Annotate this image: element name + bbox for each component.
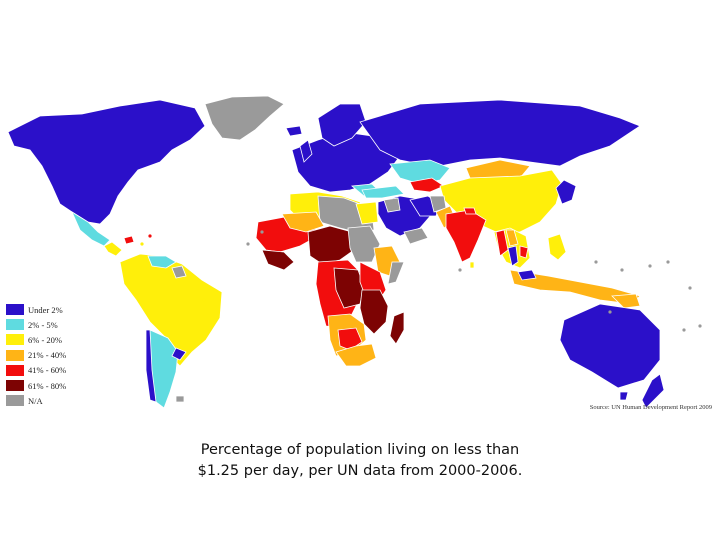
region-mali-niger — [281, 211, 325, 233]
legend-label: 61% - 80% — [28, 380, 67, 391]
region-drc — [333, 267, 365, 309]
map-legend: Under 2% 2% - 5% 6% - 20% 21% - 40% 41% - 60… — [6, 302, 106, 408]
region-philippines — [547, 233, 567, 261]
island-marker — [608, 310, 612, 314]
legend-item: N/A — [6, 393, 106, 408]
legend-swatch — [6, 364, 24, 376]
island-marker — [148, 234, 152, 238]
region-west-coast — [261, 249, 295, 271]
legend-swatch — [6, 319, 24, 331]
legend-swatch — [6, 349, 24, 361]
region-guiana-na — [171, 265, 187, 279]
region-myanmar — [495, 229, 509, 257]
region-uk — [299, 139, 313, 163]
legend-label: 21% - 40% — [28, 350, 67, 361]
region-iceland — [285, 125, 303, 137]
island-marker — [246, 242, 250, 246]
region-nigeria-chad — [307, 225, 355, 265]
region-india — [445, 209, 487, 263]
legend-label: 2% - 5% — [28, 319, 58, 330]
region-new-zealand — [641, 373, 665, 409]
region-laos — [505, 229, 519, 247]
region-mexico — [71, 210, 111, 247]
region-somalia — [387, 261, 405, 285]
region-australia — [559, 303, 661, 389]
legend-label: 6% - 20% — [28, 334, 62, 345]
region-russia-north — [359, 99, 641, 167]
island-marker — [594, 260, 598, 264]
region-png — [611, 293, 641, 309]
island-marker — [202, 298, 206, 302]
region-kazakhstan — [389, 159, 451, 185]
region-srilanka — [469, 261, 475, 269]
legend-item: 61% - 80% — [6, 378, 106, 393]
region-south-africa — [335, 343, 377, 367]
region-madagascar — [389, 311, 405, 345]
island-marker — [458, 268, 462, 272]
region-venezuela-area — [147, 255, 177, 269]
legend-label: N/A — [28, 395, 43, 406]
map-caption: Percentage of population living on less … — [0, 440, 720, 482]
island-marker — [620, 268, 624, 272]
region-caribbean — [123, 235, 135, 245]
island-marker — [140, 242, 144, 246]
legend-swatch — [6, 334, 24, 346]
region-uruguay — [171, 347, 187, 361]
legend-swatch — [6, 380, 24, 392]
legend-item: 6% - 20% — [6, 332, 106, 347]
region-cambodia — [519, 245, 529, 259]
legend-item: Under 2% — [6, 302, 106, 317]
region-tasmania — [619, 391, 629, 401]
region-north-america — [7, 99, 206, 225]
region-central-america — [103, 241, 123, 257]
island-marker — [260, 230, 264, 234]
region-central-asia — [409, 177, 445, 193]
region-nepal — [463, 207, 477, 215]
caption-line-2: $1.25 per day, per UN data from 2000-200… — [197, 463, 523, 479]
island-marker — [666, 260, 670, 264]
region-scandinavia — [317, 103, 367, 147]
region-iraq-na — [383, 197, 401, 213]
legend-item: 2% - 5% — [6, 317, 106, 332]
region-thailand — [507, 245, 519, 267]
legend-item: 41% - 60% — [6, 363, 106, 378]
region-falklands-na — [175, 395, 185, 403]
legend-label: 41% - 60% — [28, 365, 67, 376]
region-arabia-south — [403, 227, 429, 245]
legend-swatch — [6, 304, 24, 316]
region-turkey — [361, 185, 405, 199]
map-regions — [7, 95, 702, 409]
island-marker — [688, 286, 692, 290]
caption-line-1: Percentage of population living on less … — [200, 442, 520, 458]
region-korea-japan — [555, 179, 577, 205]
island-marker — [682, 328, 686, 332]
island-marker — [648, 264, 652, 268]
region-greenland — [204, 95, 285, 141]
legend-label: Under 2% — [28, 304, 63, 315]
region-chile — [145, 329, 157, 403]
source-note: Source: UN Human Development Report 2009 — [589, 404, 712, 411]
region-malaysia — [517, 269, 537, 281]
region-egypt — [355, 201, 379, 225]
legend-swatch — [6, 395, 24, 407]
region-sudan — [347, 225, 381, 263]
island-marker — [698, 324, 702, 328]
legend-item: 21% - 40% — [6, 348, 106, 363]
region-tanzania-mozambique — [359, 289, 389, 335]
